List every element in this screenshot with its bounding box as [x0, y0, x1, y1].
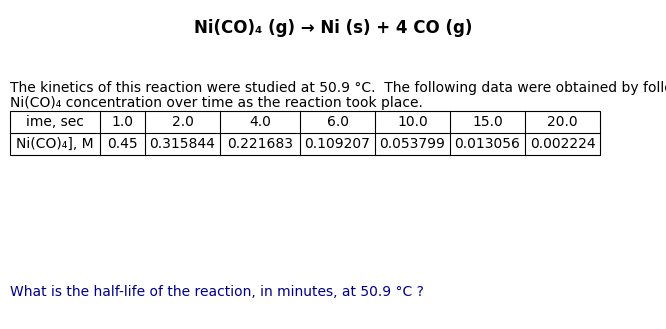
Text: 6.0: 6.0 [326, 115, 348, 129]
Text: 15.0: 15.0 [472, 115, 503, 129]
Text: 0.45: 0.45 [107, 137, 138, 151]
Text: 0.053799: 0.053799 [380, 137, 446, 151]
Text: What is the half-life of the reaction, in minutes, at 50.9 °C ?: What is the half-life of the reaction, i… [10, 285, 424, 299]
Text: 2.0: 2.0 [172, 115, 193, 129]
Text: 20.0: 20.0 [547, 115, 578, 129]
Text: The kinetics of this reaction were studied at 50.9 °C.  The following data were : The kinetics of this reaction were studi… [10, 81, 666, 95]
Text: Ni(CO)₄ concentration over time as the reaction took place.: Ni(CO)₄ concentration over time as the r… [10, 96, 423, 110]
Text: Ni(CO)₄], M: Ni(CO)₄], M [16, 137, 94, 151]
Text: 0.002224: 0.002224 [529, 137, 595, 151]
Text: 4.0: 4.0 [249, 115, 271, 129]
Text: Ni(CO)₄ (g) → Ni (s) + 4 CO (g): Ni(CO)₄ (g) → Ni (s) + 4 CO (g) [194, 19, 472, 37]
Text: 10.0: 10.0 [397, 115, 428, 129]
Text: 0.109207: 0.109207 [304, 137, 370, 151]
Text: 1.0: 1.0 [111, 115, 133, 129]
Text: ime, sec: ime, sec [26, 115, 84, 129]
Bar [10, 111, 600, 155]
Text: 0.221683: 0.221683 [227, 137, 293, 151]
Text: 0.013056: 0.013056 [455, 137, 520, 151]
Text: 0.315844: 0.315844 [150, 137, 215, 151]
